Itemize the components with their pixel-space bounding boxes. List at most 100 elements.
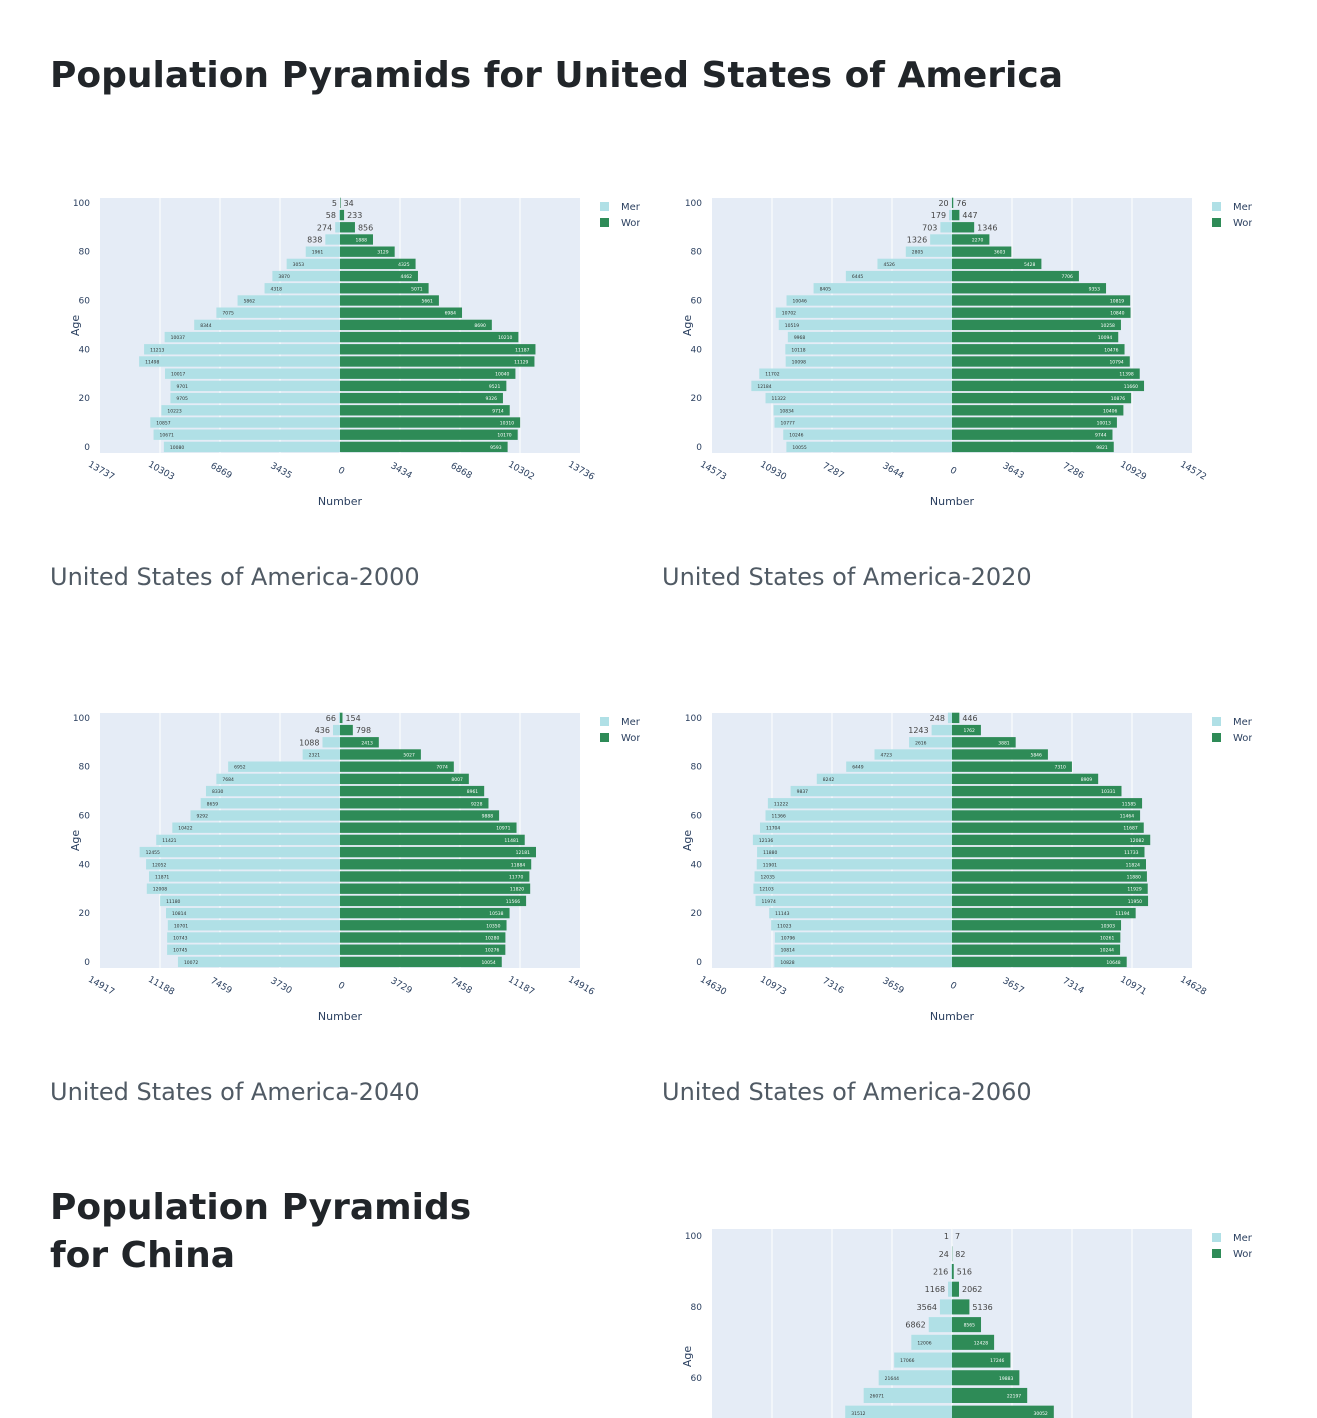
bar-label-men: 10072 (184, 960, 198, 966)
bar-label-men: 11421 (162, 838, 176, 844)
bar-women (952, 859, 1146, 870)
bar-men (774, 944, 952, 955)
bar-label-women: 10261 (1100, 935, 1114, 941)
bar-women (952, 1387, 1028, 1403)
bar-label-men: 7684 (222, 777, 234, 783)
bar-label-men: 1243 (908, 726, 928, 735)
y-tick-label: 60 (691, 1374, 703, 1384)
bar-women (340, 392, 503, 404)
chart-caption-usa-2060: United States of America-2060 (662, 1078, 1032, 1106)
y-tick-label: 60 (691, 296, 703, 306)
bar-women (340, 197, 341, 209)
bar-men (752, 834, 952, 846)
bar-label-men: 9705 (176, 396, 188, 402)
bar-women (952, 344, 1125, 355)
bar-women (340, 932, 506, 943)
bar-men (939, 1299, 952, 1315)
pyramid-chart-usa-2040: 10072 10054 10745 10276 10743 10280 10701 10350… (60, 703, 640, 1043)
bar-women (340, 234, 373, 245)
bar-label-men: 10828 (780, 960, 794, 966)
bar-label-men: 2616 (915, 740, 927, 746)
bar-women (340, 907, 510, 919)
bar-label-men: 10098 (792, 359, 806, 365)
bar-label-men: 11366 (772, 813, 786, 819)
bar-label-men: 10246 (789, 433, 803, 439)
bar-label-men: 11702 (765, 372, 779, 378)
bar-label-women: 11194 (1115, 911, 1129, 917)
bar-label-men: 11498 (145, 359, 159, 365)
pyramid-chart-usa-2060: 10828 10648 10814 10244 10796 10261 11023 10303… (672, 703, 1252, 1043)
bar-label-women: 10648 (1106, 960, 1120, 966)
bar-label-women: 10350 (486, 923, 500, 929)
bar-men (325, 234, 340, 245)
bar-men (816, 773, 952, 785)
bar-label-women: 9744 (1095, 433, 1107, 439)
pyramid-chart-china: 1 7 24 82 216 516 1168 2062 3564 5136 6862 8565 1200… (672, 1219, 1252, 1418)
bar-women (340, 920, 507, 931)
bar-men (139, 356, 340, 367)
bar-label-men: 216 (933, 1268, 948, 1277)
legend-swatch-women (600, 218, 609, 227)
bar-label-women: 76 (956, 199, 966, 208)
bar-label-men: 12455 (146, 850, 160, 856)
bar-men (894, 1352, 952, 1368)
bar-label-men: 8659 (207, 801, 219, 807)
bar-label-men: 12008 (153, 887, 167, 893)
bar-label-men: 31512 (851, 1411, 865, 1417)
bar-label-women: 446 (962, 714, 977, 723)
bar-label-men: 4723 (881, 752, 893, 758)
bar-label-women: 11585 (1122, 801, 1136, 807)
bar-women (340, 295, 439, 306)
y-tick-label: 80 (691, 248, 703, 258)
bar-men (930, 234, 952, 245)
pyramid-chart-usa-2000: 10080 9593 10671 10170 10857 10310 10223 9714 97… (60, 188, 640, 528)
bar-men (947, 712, 952, 724)
bar-label-women: 3603 (994, 250, 1006, 256)
bar-label-women: 8690 (474, 323, 486, 329)
bar-label-women: 10013 (1097, 420, 1111, 426)
bar-men (863, 1387, 952, 1403)
bar-men (877, 258, 952, 270)
bar-label-women: 5846 (1030, 752, 1042, 758)
bar-label-men: 10046 (793, 298, 807, 304)
bar-women (952, 356, 1130, 367)
bar-label-men: 436 (315, 726, 330, 735)
bar-men (928, 1317, 952, 1333)
x-tick-label: 3434 (389, 461, 414, 481)
bar-men (216, 307, 340, 318)
bar-label-women: 11464 (1120, 813, 1134, 819)
bar-women (952, 1317, 982, 1333)
bar-men (775, 307, 952, 318)
x-tick-label: 3730 (269, 976, 294, 996)
legend-swatch-men (1212, 717, 1221, 726)
bar-men (164, 368, 340, 379)
x-tick-label: 3435 (269, 461, 294, 481)
bar-men (756, 859, 952, 870)
bar-women (340, 883, 531, 894)
x-tick-label: 7286 (1061, 461, 1086, 481)
bar-label-women: 7706 (1061, 274, 1073, 280)
y-tick-label: 0 (84, 958, 90, 968)
bar-label-men: 10017 (171, 372, 185, 378)
x-tick-label: 11187 (506, 975, 536, 998)
bar-women (952, 258, 1042, 270)
bar-women (952, 319, 1121, 331)
bar-women (952, 295, 1131, 306)
x-tick-label: 11188 (146, 975, 176, 998)
bar-label-women: 11820 (510, 887, 524, 893)
x-axis-title: Number (318, 495, 363, 508)
bar-men (146, 883, 340, 894)
bar-women (952, 405, 1124, 416)
bar-label-men: 9292 (196, 813, 208, 819)
bar-women (952, 883, 1148, 894)
bar-label-women: 1346 (977, 223, 997, 232)
bar-women (340, 283, 429, 294)
bar-women (952, 307, 1131, 318)
bar-women (340, 895, 527, 907)
y-tick-label: 100 (685, 714, 702, 724)
bar-men (150, 417, 340, 428)
x-tick-label: 3643 (1001, 461, 1026, 481)
bar-label-women: 12082 (1130, 838, 1144, 844)
bar-men (751, 380, 952, 392)
bar-label-men: 11143 (775, 911, 789, 917)
